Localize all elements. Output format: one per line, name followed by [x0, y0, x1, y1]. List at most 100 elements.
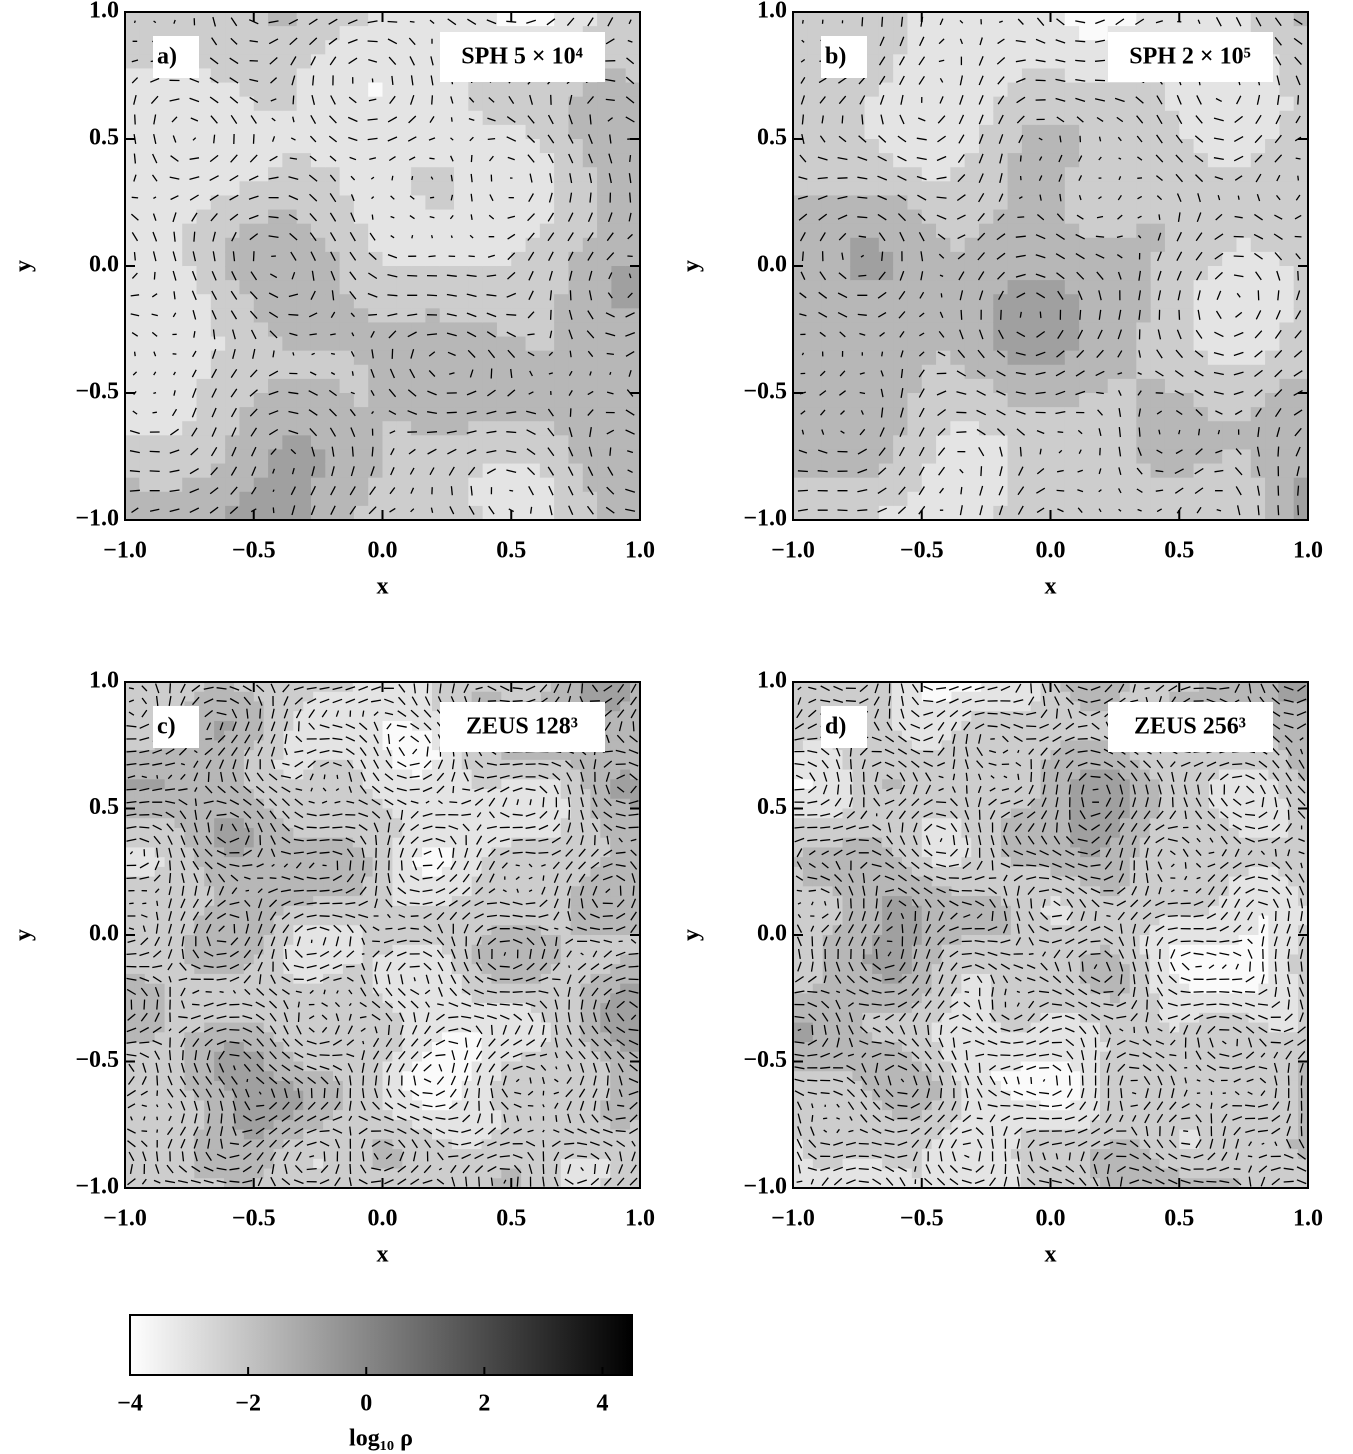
density-cell	[922, 125, 937, 140]
density-cell	[274, 818, 285, 828]
density-cell	[313, 857, 324, 867]
density-cell	[1079, 266, 1094, 281]
density-cell	[531, 1169, 542, 1179]
density-cell	[214, 799, 225, 809]
density-cell	[343, 701, 354, 711]
density-cell	[323, 1139, 334, 1149]
density-cell	[1008, 252, 1023, 267]
density-cell	[234, 818, 245, 828]
density-cell	[343, 799, 354, 809]
density-cell	[491, 993, 502, 1003]
density-cell	[168, 393, 183, 408]
density-cell	[541, 809, 552, 819]
density-cell	[793, 449, 808, 464]
density-cell	[397, 421, 412, 436]
density-cell	[268, 393, 283, 408]
density-cell	[462, 779, 473, 789]
density-cell	[313, 799, 324, 809]
density-cell	[125, 40, 140, 55]
density-cell	[412, 809, 423, 819]
density-cell	[197, 478, 212, 493]
density-cell	[1279, 506, 1294, 521]
density-cell	[626, 153, 641, 168]
density-cell	[303, 1149, 314, 1159]
density-cell	[297, 294, 312, 309]
density-cell	[611, 111, 626, 126]
density-cell	[511, 857, 522, 867]
density-cell	[325, 181, 340, 196]
density-cell	[907, 125, 922, 140]
density-cell	[454, 365, 469, 380]
density-cell	[597, 393, 612, 408]
density-cell	[392, 770, 403, 780]
density-cell	[303, 984, 314, 994]
density-cell	[540, 167, 555, 182]
density-cell	[1051, 195, 1066, 210]
density-cell	[175, 818, 186, 828]
density-cell	[204, 945, 215, 955]
density-cell	[1165, 83, 1180, 98]
density-cell	[540, 125, 555, 140]
density-cell	[442, 799, 453, 809]
density-cell	[561, 857, 572, 867]
density-cell	[303, 925, 314, 935]
density-cell	[807, 351, 822, 366]
density-cell	[850, 280, 865, 295]
density-cell	[836, 238, 851, 253]
density-cell	[425, 308, 440, 323]
density-cell	[411, 280, 426, 295]
density-cell	[197, 294, 212, 309]
density-cell	[950, 506, 965, 521]
density-cell	[145, 799, 156, 809]
density-cell	[1208, 153, 1223, 168]
density-cell	[554, 351, 569, 366]
density-cell	[343, 857, 354, 867]
density-cell	[154, 111, 169, 126]
density-cell	[541, 1081, 552, 1091]
density-cell	[392, 935, 403, 945]
density-cell	[1051, 421, 1066, 436]
density-cell	[340, 181, 355, 196]
density-cell	[1065, 167, 1080, 182]
density-cell	[383, 750, 394, 760]
density-cell	[1294, 294, 1309, 309]
density-cell	[1136, 238, 1151, 253]
density-cell	[254, 867, 265, 877]
density-cell	[893, 195, 908, 210]
density-cell	[392, 789, 403, 799]
density-cell	[462, 935, 473, 945]
density-cell	[1008, 294, 1023, 309]
density-cell	[1036, 379, 1051, 394]
density-cell	[1036, 139, 1051, 154]
y-tick-label: 1.0	[89, 0, 119, 24]
density-cell	[333, 906, 344, 916]
density-cell	[343, 1169, 354, 1179]
density-cell	[491, 1120, 502, 1130]
density-cell	[411, 12, 426, 27]
density-cell	[145, 1139, 156, 1149]
density-cell	[155, 1100, 166, 1110]
density-cell	[511, 886, 522, 896]
density-cell	[264, 896, 275, 906]
density-cell	[993, 365, 1008, 380]
density-cell	[907, 238, 922, 253]
density-cell	[1279, 492, 1294, 507]
density-cell	[483, 407, 498, 422]
density-cell	[1194, 294, 1209, 309]
density-cell	[244, 945, 255, 955]
density-cell	[225, 83, 240, 98]
density-cell	[368, 26, 383, 41]
density-cell	[611, 393, 626, 408]
density-cell	[454, 492, 469, 507]
density-cell	[274, 711, 285, 721]
density-cell	[497, 322, 512, 337]
density-cell	[540, 506, 555, 521]
density-cell	[1151, 337, 1166, 352]
density-cell	[482, 984, 493, 994]
density-cell	[907, 167, 922, 182]
density-cell	[145, 1062, 156, 1072]
density-cell	[224, 1139, 235, 1149]
density-cell	[135, 1139, 146, 1149]
density-cell	[353, 789, 364, 799]
density-cell	[526, 464, 541, 479]
